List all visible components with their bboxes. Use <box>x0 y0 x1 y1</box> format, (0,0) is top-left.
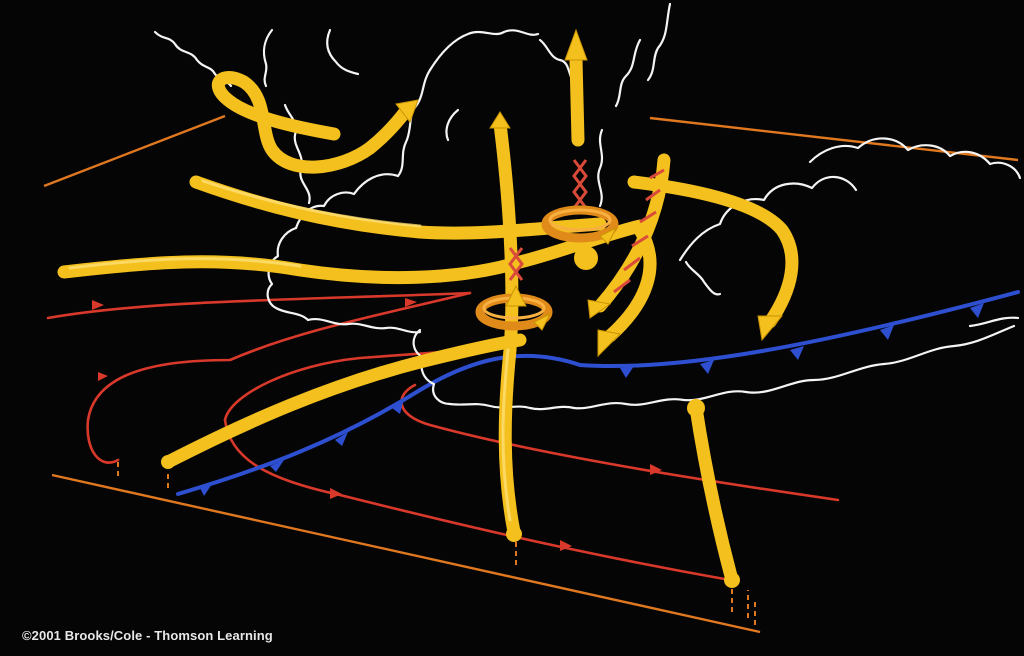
vortex-core <box>574 246 598 270</box>
flow-arrowhead <box>598 330 620 356</box>
inflow-arrowhead <box>98 372 108 381</box>
inflow-arrowhead <box>330 488 342 499</box>
inflow-arrowhead <box>92 300 104 310</box>
ground-plane <box>44 116 1018 632</box>
flow-arrowhead <box>490 112 510 128</box>
copyright-notice: ©2001 Brooks/Cole - Thomson Learning <box>22 628 273 643</box>
updraft-arrow <box>565 30 587 60</box>
flow-arrowhead <box>758 316 782 340</box>
